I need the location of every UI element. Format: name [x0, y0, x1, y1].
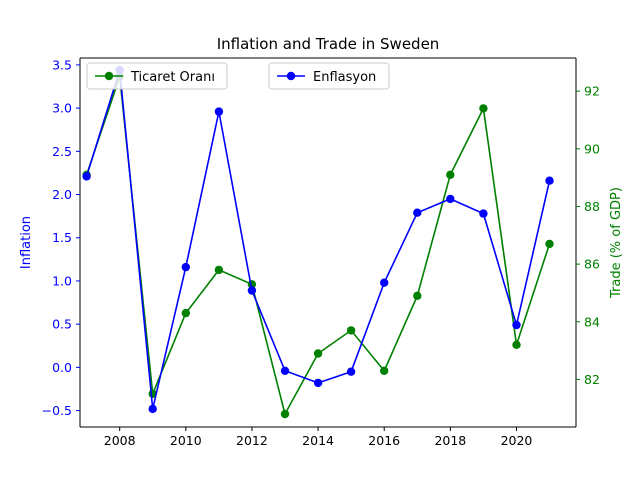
- y-right-tick-label: 84: [584, 314, 600, 329]
- y-left-tick-label: 0.5: [52, 317, 72, 332]
- data-point-left: [479, 209, 488, 218]
- data-point-right: [181, 308, 190, 318]
- legends: Ticaret Oranı Enflasyon: [86, 62, 390, 90]
- legend-right: Ticaret Oranı: [86, 62, 228, 90]
- data-point-left: [380, 278, 389, 287]
- data-point-left: [214, 107, 224, 116]
- data-point-right: [380, 366, 389, 375]
- legend-label: Enflasyon: [313, 70, 376, 85]
- data-point-right: [214, 265, 224, 275]
- data-point-left: [148, 404, 157, 414]
- data-point-left: [346, 367, 356, 376]
- y-right-tick-label: 90: [584, 141, 600, 156]
- legend-label: Ticaret Oranı: [130, 70, 215, 85]
- chart-title: Inflation and Trade in Sweden: [217, 35, 440, 53]
- y-left-tick-label: 1.5: [52, 230, 72, 245]
- series-left: [82, 65, 554, 414]
- data-point-left: [512, 320, 521, 330]
- x-tick-label: 2018: [434, 433, 466, 448]
- legend-marker-swatch: [104, 71, 114, 81]
- data-point-right: [545, 239, 554, 249]
- x-tick-label: 2014: [302, 433, 334, 448]
- axes: 2008 2010 2012 2014 2016 2018 2020 −0.5 0.0 0.5 1.…: [19, 57, 624, 448]
- y-left-tick-label: 0.0: [52, 360, 72, 375]
- data-point-right: [280, 409, 290, 419]
- data-point-left: [313, 378, 323, 388]
- legend-box: [268, 62, 390, 90]
- y-left-tick-label: −0.5: [42, 403, 72, 418]
- data-point-right: [413, 291, 422, 300]
- data-point-left: [280, 366, 290, 375]
- y-right-tick-label: 88: [584, 199, 600, 214]
- x-tick-label: 2012: [236, 433, 268, 448]
- data-point-left: [413, 208, 422, 217]
- y-right-tick-label: 86: [584, 257, 600, 272]
- y-left-tick-label: 1.0: [52, 273, 72, 288]
- x-tick-label: 2016: [368, 433, 400, 448]
- legend-marker-swatch: [286, 71, 296, 81]
- y-right-tick-label: 92: [584, 84, 600, 99]
- y-left-tick-label: 3.5: [52, 57, 72, 72]
- y-right-axis-title: Trade (% of GDP): [609, 187, 624, 299]
- plot-area: [82, 65, 554, 419]
- data-point-left: [545, 176, 554, 185]
- data-point-right: [446, 170, 455, 179]
- y-left-axis-title: Inflation: [19, 216, 34, 269]
- data-point-right: [479, 104, 488, 113]
- y-left-tick-label: 2.5: [52, 144, 72, 159]
- data-point-left: [446, 194, 455, 204]
- legend-box: [86, 62, 228, 90]
- data-point-left: [181, 262, 190, 272]
- x-tick-label: 2010: [170, 433, 202, 448]
- x-tick-label: 2008: [104, 433, 136, 448]
- legend-left: Enflasyon: [268, 62, 390, 90]
- data-point-right: [313, 349, 323, 358]
- data-point-left: [247, 286, 257, 295]
- y-left-tick-label: 3.0: [52, 101, 72, 116]
- y-right-tick-label: 82: [584, 372, 600, 387]
- y-left-tick-label: 2.0: [52, 187, 72, 202]
- data-point-right: [346, 326, 356, 335]
- data-point-left: [82, 172, 91, 181]
- data-point-right: [512, 340, 521, 349]
- x-tick-label: 2020: [501, 433, 533, 448]
